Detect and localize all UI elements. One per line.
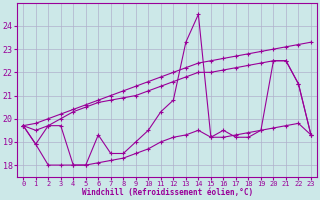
X-axis label: Windchill (Refroidissement éolien,°C): Windchill (Refroidissement éolien,°C)	[82, 188, 253, 197]
